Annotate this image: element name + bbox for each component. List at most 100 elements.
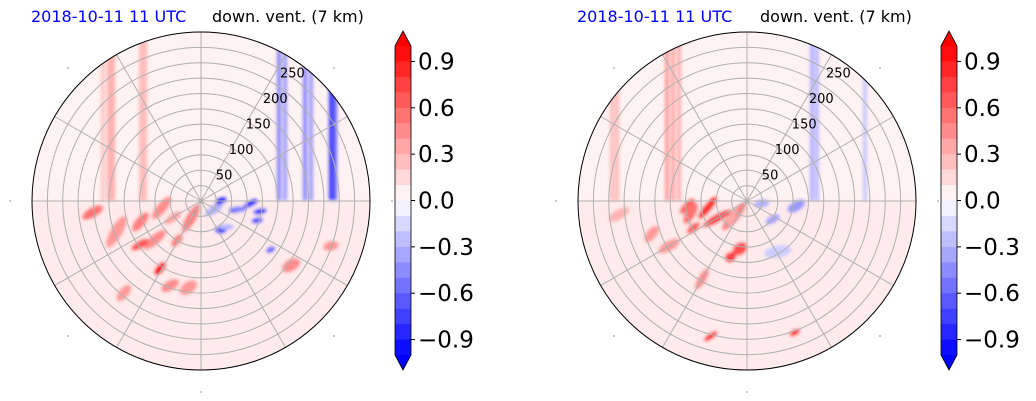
colorbar-level xyxy=(395,293,411,310)
colorbar-level xyxy=(941,246,957,263)
field-stripe xyxy=(610,32,614,201)
colorbar-level xyxy=(395,123,411,140)
axis-tick-dot xyxy=(879,335,881,337)
axis-tick-dot xyxy=(333,335,335,337)
radial-tick-label: 50 xyxy=(216,168,233,183)
colorbar-level xyxy=(395,46,411,62)
colorbar-tick-label: 0.9 xyxy=(418,49,455,75)
polar-plot-right: 50 100 150 200 250 0.9 0.6 0.3 0.0 −0.3 −0.6 −0.9 xyxy=(555,30,1020,393)
colorbar-level xyxy=(941,200,957,217)
field-stripe xyxy=(277,32,281,201)
field-cell xyxy=(131,238,149,251)
colorbar-tick-label: 0.6 xyxy=(418,96,455,122)
colorbar-level xyxy=(941,61,957,78)
polar-grid xyxy=(578,32,916,370)
grid-spoke xyxy=(600,116,748,202)
field-stripe xyxy=(139,32,143,201)
colorbar-level xyxy=(941,339,957,356)
colorbar-level xyxy=(395,246,411,263)
field-cell xyxy=(787,199,806,213)
field-stripe xyxy=(107,32,111,201)
colorbar-tick-label: −0.9 xyxy=(964,328,1020,354)
field-cell xyxy=(253,208,268,215)
field-cell xyxy=(725,207,739,226)
field-cell xyxy=(116,284,132,302)
colorbar-tick-label: −0.6 xyxy=(418,281,474,307)
field-stripe xyxy=(810,32,814,201)
grid-ring xyxy=(169,169,233,233)
grid-spoke xyxy=(54,116,202,202)
colorbar-outline xyxy=(940,30,958,371)
grid-spoke xyxy=(200,116,348,202)
grid-ring xyxy=(185,185,217,217)
field-cell xyxy=(789,328,801,337)
grid-ring xyxy=(62,62,340,340)
colorbar-tick-label: −0.3 xyxy=(964,235,1020,261)
grid-spoke xyxy=(600,200,748,286)
grid-ring xyxy=(592,46,902,356)
radial-tick-label: 200 xyxy=(263,92,288,107)
grid-spoke xyxy=(746,54,832,202)
field-cell xyxy=(644,225,660,243)
grid-spoke xyxy=(662,54,748,202)
colorbar-level xyxy=(941,215,957,232)
colorbar-level xyxy=(941,262,957,279)
radial-tick-label: 150 xyxy=(246,117,271,132)
colorbar-extend-min xyxy=(395,355,411,370)
colorbar-tick-label: 0.3 xyxy=(418,142,455,168)
field-cell xyxy=(143,229,167,250)
field-cell xyxy=(679,198,695,214)
colorbar-level xyxy=(395,339,411,356)
panel-time-label: 2018-10-11 11 UTC xyxy=(31,7,187,26)
colorbar-extend-min xyxy=(941,355,957,370)
colorbar-level xyxy=(941,46,957,62)
colorbar-level xyxy=(941,107,957,124)
grid-spoke xyxy=(662,200,748,348)
radial-tick-label: 150 xyxy=(792,117,817,132)
colorbar-level xyxy=(395,231,411,248)
field-cell xyxy=(703,331,718,342)
polar-frame xyxy=(577,31,917,371)
colorbar-level xyxy=(395,61,411,78)
colorbar-level xyxy=(941,185,957,201)
colorbar-tick-label: −0.6 xyxy=(964,281,1020,307)
panel-time-label: 2018-10-11 11 UTC xyxy=(577,7,733,26)
grid-spoke xyxy=(746,200,832,348)
panel-right: 2018-10-11 11 UTC down. vent. (7 km) 50 1… xyxy=(546,0,1036,401)
axis-tick-dot xyxy=(746,391,748,393)
colorbar-tick-label: −0.9 xyxy=(418,328,474,354)
field-cell xyxy=(218,223,234,230)
colorbar-level xyxy=(395,138,411,155)
colorbar-tick-label: 0.3 xyxy=(964,142,1001,168)
grid-spoke xyxy=(54,200,202,286)
grid-spoke xyxy=(116,54,202,202)
colorbar-level xyxy=(941,324,957,341)
field-cell xyxy=(161,278,180,293)
field-stripe xyxy=(143,32,147,201)
grid-ring xyxy=(669,123,825,279)
colorbar-tick-label: 0.9 xyxy=(964,49,1001,75)
field-cell xyxy=(153,262,166,276)
colorbar-level xyxy=(395,215,411,232)
radial-tick-label: 250 xyxy=(280,66,305,81)
radial-tick-label: 100 xyxy=(775,143,800,158)
colorbar-level xyxy=(395,308,411,325)
colorbar-level xyxy=(941,231,957,248)
grid-ring xyxy=(638,92,856,310)
axis-tick-dot xyxy=(555,200,557,202)
field-cell xyxy=(81,205,104,220)
colorbar-level xyxy=(395,76,411,93)
axis-tick-dot xyxy=(879,67,881,69)
grid-ring xyxy=(623,77,871,325)
grid-ring xyxy=(654,108,840,294)
grid-spoke xyxy=(746,200,894,286)
field-cell xyxy=(265,246,276,254)
grid-ring xyxy=(92,92,310,310)
grid-ring xyxy=(154,154,248,248)
panel-field-label: down. vent. (7 km) xyxy=(212,7,364,26)
colorbar-extend-max xyxy=(395,31,411,46)
colorbar-outline xyxy=(394,30,412,371)
panel-field-label: down. vent. (7 km) xyxy=(760,7,912,26)
grid-ring xyxy=(139,139,263,263)
axis-tick-dot xyxy=(9,200,11,202)
